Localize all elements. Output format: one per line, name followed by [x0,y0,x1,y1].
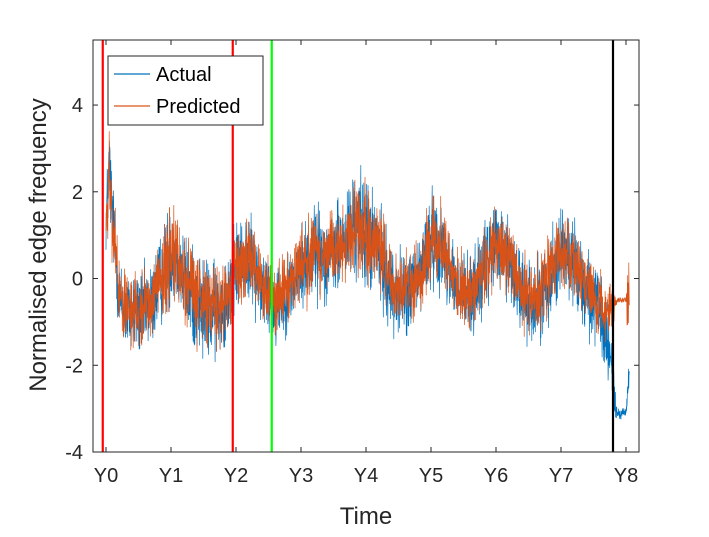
x-tick-label: Y3 [289,465,313,487]
y-tick-label: 2 [72,182,83,204]
legend: Actual Predicted [107,55,264,126]
x-tick-label: Y0 [94,465,118,487]
y-tick-label: 0 [72,269,83,291]
x-axis-label: Time [340,503,392,530]
x-tick-label: Y2 [224,465,248,487]
legend-label-actual: Actual [156,64,212,86]
y-axis-label: Normalised edge frequency [25,98,52,392]
x-tick-label: Y6 [484,465,508,487]
x-tick-label: Y1 [159,465,183,487]
x-tick-label: Y5 [419,465,443,487]
y-ticks: -4 -2 0 2 4 [65,95,639,464]
y-tick-label: -2 [65,355,83,377]
x-tick-label: Y8 [614,465,638,487]
legend-label-predicted: Predicted [156,96,241,118]
legend-box [107,55,264,126]
x-tick-label: Y7 [549,465,573,487]
x-ticks: Y0 Y1 Y2 Y3 Y4 Y5 Y6 Y7 Y8 [94,40,638,487]
y-tick-label: -4 [65,442,83,464]
series-line-predicted [105,131,630,352]
series-layer [105,131,630,420]
x-tick-label: Y4 [354,465,378,487]
y-tick-label: 4 [72,95,83,117]
